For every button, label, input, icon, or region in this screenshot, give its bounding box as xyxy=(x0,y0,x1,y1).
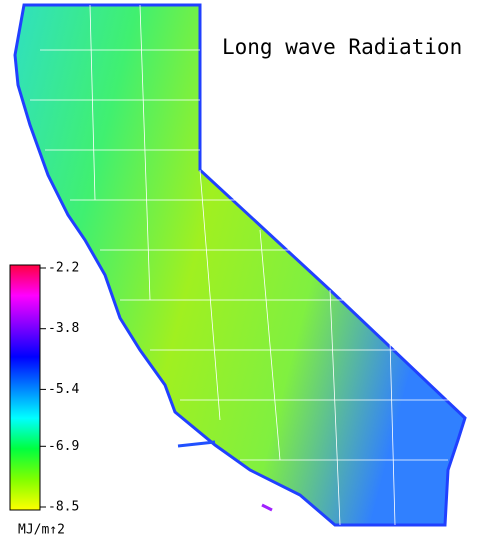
state-shape xyxy=(13,3,467,527)
map-title: Long wave Radiation xyxy=(222,35,462,59)
colorbar: MJ/m↑2 -2.2 -3.8 -5.4 -6.9 -8.5 xyxy=(9,261,79,538)
colorbar-tick-label: -8.5 xyxy=(48,500,79,515)
island xyxy=(177,440,216,448)
county-lines xyxy=(30,4,450,526)
colorbar-tick-label: -3.8 xyxy=(48,321,79,336)
colorbar-tick-label: -6.9 xyxy=(48,439,79,454)
island xyxy=(261,503,273,512)
colorbar-unit: MJ/m↑2 xyxy=(18,523,65,538)
colorbar-ramp xyxy=(9,264,41,511)
colorbar-tick-label: -5.4 xyxy=(48,382,79,397)
california-map xyxy=(13,3,467,527)
colorbar-tick-label: -2.2 xyxy=(48,261,79,276)
